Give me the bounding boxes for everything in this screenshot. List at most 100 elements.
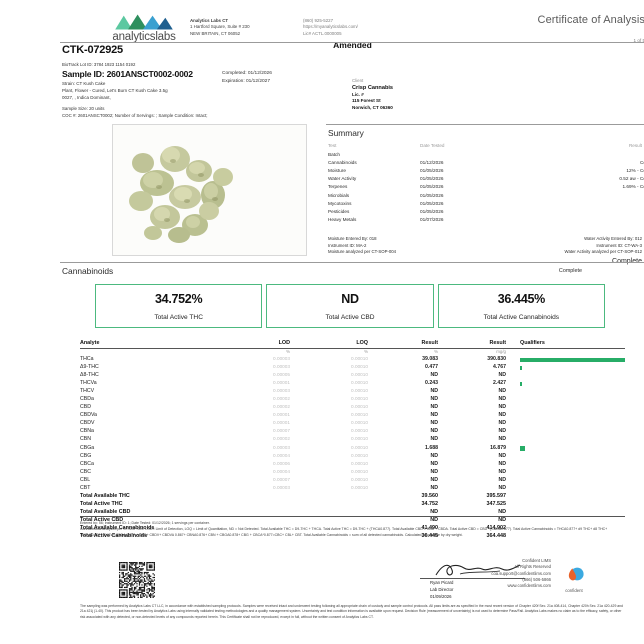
summary-divider bbox=[326, 124, 644, 125]
summary-test-name: Microbials bbox=[328, 192, 350, 198]
analyte-name: CBC bbox=[80, 468, 91, 475]
analyte-total-row: Total Available CBD ND ND bbox=[80, 509, 625, 517]
analyte-result-mgg: ND bbox=[498, 412, 507, 419]
analyte-name: CBD bbox=[80, 404, 91, 411]
instrument-line: Moisture analyzed per CT-SOP-004 bbox=[328, 249, 397, 255]
analyte-table-units: % % % mg/g bbox=[80, 349, 625, 356]
analyte-lod: 0.00006 bbox=[273, 460, 290, 466]
analyte-lod: 0.00001 bbox=[273, 412, 290, 418]
client-address-line2: Norwich, CT 06360 bbox=[352, 104, 393, 110]
analyte-loq: 0.00010 bbox=[351, 468, 368, 474]
qualifier-bar bbox=[520, 446, 525, 451]
analyte-loq: 0.00010 bbox=[351, 380, 368, 386]
analyte-result-pct: ND bbox=[430, 372, 439, 379]
sample-size: Sample Size: 20 units bbox=[62, 106, 105, 111]
qr-code[interactable] bbox=[119, 562, 155, 598]
analyte-lod: 0.00003 bbox=[273, 444, 290, 450]
kpi-total-active-cbd: ND Total Active CBD bbox=[266, 284, 434, 328]
logo-wordmark: analyticslabs bbox=[88, 31, 200, 43]
summary-row: Pesticides 01/05/2026 Pass bbox=[328, 209, 642, 217]
confident-website[interactable]: www.confidentlims.com bbox=[507, 583, 551, 589]
confident-phone: (866) 506-5866 bbox=[522, 576, 551, 582]
analyte-name: CBGa bbox=[80, 444, 95, 451]
footnote-line-1: Entered by: 56; Instrument ID: 1; Date T… bbox=[80, 521, 210, 525]
summary-row: Microbials 01/05/2026 Pass bbox=[328, 193, 642, 201]
analyte-loq: 0.00010 bbox=[351, 428, 368, 434]
analytics-labs-logo: analyticslabs bbox=[88, 12, 200, 43]
analyte-row: Δ9-THC 0.00003 0.00010 0.477 4.767 bbox=[80, 364, 625, 372]
total-pct: 36.445 bbox=[421, 533, 439, 540]
summary-col-result: Result bbox=[628, 143, 642, 148]
summary-test-date: 01/05/2026 bbox=[420, 168, 444, 174]
total-mgg: 347.525 bbox=[486, 500, 507, 507]
product-photo bbox=[112, 124, 307, 256]
confident-line-2: All Rights Reserved bbox=[514, 564, 551, 570]
kpi-label: Total Active CBD bbox=[325, 313, 375, 321]
summary-row: Cannabinoids 01/12/2026 Complete bbox=[328, 160, 644, 168]
analyte-loq: 0.00010 bbox=[351, 444, 368, 450]
summary-test-result: Pass bbox=[478, 201, 644, 206]
confident-line-1: Confident LIMS bbox=[522, 558, 551, 563]
analyte-row: CBC 0.00004 0.00010 ND ND bbox=[80, 469, 625, 477]
analyte-lod: 0.00007 bbox=[273, 476, 290, 482]
analyte-result-mgg: ND bbox=[498, 436, 507, 443]
analyte-result-pct: ND bbox=[430, 476, 439, 483]
completed-date: Completed: 01/12/2026 bbox=[222, 71, 272, 76]
unit-pct: % bbox=[434, 349, 438, 354]
analyte-result-mgg: ND bbox=[498, 388, 507, 395]
analyte-result-pct: ND bbox=[430, 484, 439, 491]
analyte-name: CBDa bbox=[80, 396, 94, 403]
product-line-1: Plant, Flower - Cured, Let's Burn CT Kus… bbox=[62, 88, 168, 93]
analyte-result-pct: ND bbox=[430, 396, 439, 403]
summary-test-name: Moisture bbox=[328, 168, 346, 174]
signature-mark bbox=[435, 564, 521, 576]
summary-test-result: 1.69% - Complete bbox=[622, 184, 644, 190]
strain-name: Strain: CT Kush Cake bbox=[62, 81, 106, 86]
summary-row: Batch Pass bbox=[328, 152, 642, 160]
analyte-result-mgg: ND bbox=[498, 452, 507, 459]
summary-test-date: 01/07/2026 bbox=[420, 216, 444, 222]
cannabinoid-kpi-row: 34.752% Total Active THC ND Total Active… bbox=[95, 284, 605, 328]
product-description: Plant, Flower - Cured, Let's Burn CT Kus… bbox=[62, 88, 237, 102]
analyte-lod: 0.00001 bbox=[273, 380, 290, 386]
unit-loq: % bbox=[364, 349, 368, 354]
analyte-name: CBDV bbox=[80, 420, 95, 427]
biotrack-lot-id: BioTrack Lot ID: 3784 1923 1154 0192 bbox=[62, 62, 136, 67]
total-label: Total Available Cannabinoids bbox=[80, 524, 155, 531]
total-mgg: ND bbox=[498, 508, 506, 515]
analyte-result-mgg: ND bbox=[498, 484, 507, 491]
lab-website[interactable]: https://myanalyticslabs.com/ bbox=[303, 24, 358, 30]
qualifier-bar bbox=[520, 365, 522, 371]
analyte-row: CBNa 0.00007 0.00010 ND ND bbox=[80, 428, 625, 436]
analyte-lod: 0.00003 bbox=[273, 484, 290, 490]
col-result-mgg: Result bbox=[489, 340, 506, 346]
confident-support-email[interactable]: coa.support@confidentlims.com bbox=[491, 570, 551, 576]
analyte-row: CBDa 0.00002 0.00010 ND ND bbox=[80, 396, 625, 404]
analyte-result-mgg: 2.427 bbox=[493, 380, 506, 387]
summary-row: Heavy Metals 01/07/2026 Pass bbox=[328, 217, 642, 225]
summary-test-date: 01/05/2026 bbox=[420, 208, 444, 214]
analyte-result-mgg: ND bbox=[498, 420, 507, 427]
analyte-result-mgg: 4.767 bbox=[493, 364, 506, 371]
analyte-row: CBL 0.00007 0.00010 ND ND bbox=[80, 477, 625, 485]
analyte-result-mgg: ND bbox=[498, 372, 507, 379]
analyte-result-pct: 1.688 bbox=[425, 444, 438, 451]
kpi-value: ND bbox=[341, 291, 359, 306]
logo-word-labs: labs bbox=[155, 31, 176, 43]
analyte-lod: 0.00002 bbox=[273, 404, 290, 410]
analyte-loq: 0.00010 bbox=[351, 436, 368, 442]
analyte-result-pct: 0.243 bbox=[425, 380, 438, 387]
analyte-result-mgg: 16.879 bbox=[490, 444, 506, 451]
total-label: Total Available THC bbox=[80, 492, 130, 499]
coc-info: COC #: 2601ANSCT0002; Number of Servings… bbox=[62, 112, 208, 118]
analyte-lod: 0.00002 bbox=[273, 396, 290, 402]
analyte-name: CBG bbox=[80, 452, 92, 459]
summary-row: Terpenes 01/05/2026 1.69% - Complete bbox=[328, 184, 644, 192]
analyte-result-pct: ND bbox=[430, 436, 439, 443]
col-lod: LOD bbox=[278, 340, 290, 346]
summary-test-date: 01/05/2026 bbox=[420, 200, 444, 206]
kpi-label: Total Active Cannabinoids bbox=[483, 313, 560, 321]
analyte-result-pct: ND bbox=[430, 412, 439, 419]
total-pct: ND bbox=[430, 508, 438, 515]
summary-test-name: Batch bbox=[328, 152, 340, 157]
